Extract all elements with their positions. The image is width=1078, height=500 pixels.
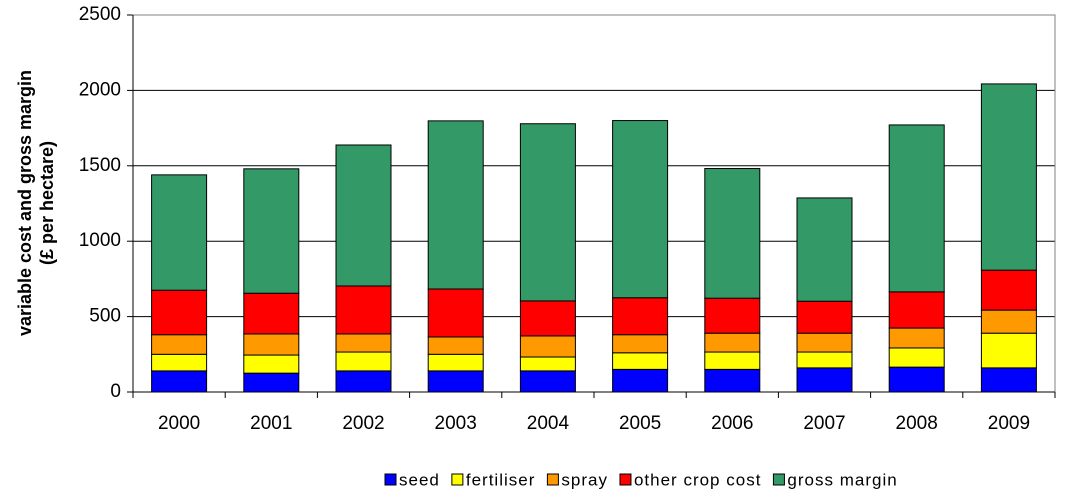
bar-segment	[427, 288, 484, 338]
bar-segment	[335, 351, 392, 372]
bar-segment	[243, 333, 300, 356]
bar-segment	[704, 332, 761, 353]
legend-marker	[772, 473, 785, 486]
bar-segment	[612, 352, 669, 370]
bar-segment	[888, 347, 945, 368]
bar-segment	[612, 334, 669, 354]
bar-segment	[427, 353, 484, 372]
x-tick-label: 2002	[342, 413, 384, 434]
bar-segment	[243, 168, 300, 294]
x-tick-label: 2000	[158, 413, 200, 434]
bar-segment	[980, 309, 1037, 334]
legend-label: gross margin	[787, 470, 897, 489]
bar-segment	[243, 292, 300, 335]
bar-segment	[980, 332, 1037, 369]
x-tick-label: 2007	[803, 413, 845, 434]
bar-segment	[519, 123, 576, 302]
bar-segment	[612, 297, 669, 336]
bar-segment	[980, 269, 1037, 311]
bar-segment	[796, 300, 853, 334]
y-axis-title: (£ per hectare)	[37, 141, 57, 265]
bar-segment	[704, 351, 761, 370]
legend-marker	[546, 473, 559, 486]
bar-segment	[151, 370, 208, 393]
bar-segment	[704, 368, 761, 393]
y-tick-label: 0	[110, 381, 121, 402]
legend-marker	[451, 473, 464, 486]
bar-segment	[888, 124, 945, 293]
legend-label: fertiliser	[466, 470, 536, 489]
x-tick-label: 2001	[250, 413, 292, 434]
bar-segment	[335, 333, 392, 353]
x-tick-label: 2008	[896, 413, 938, 434]
bar-segment	[519, 370, 576, 393]
x-tick-label: 2004	[527, 413, 570, 434]
bar-segment	[151, 353, 208, 372]
bar-segment	[335, 370, 392, 393]
bar-segment	[519, 300, 576, 337]
bar-segment	[704, 297, 761, 334]
bar-segment	[243, 372, 300, 393]
y-axis-title: variable cost and gross margin	[15, 70, 35, 336]
bar-segment	[704, 168, 761, 299]
y-tick-label: 2500	[79, 4, 121, 25]
legend-label: seed	[399, 470, 440, 489]
bar-segment	[888, 327, 945, 349]
bar-segment	[796, 367, 853, 393]
bar-segment	[151, 334, 208, 355]
bar-segment	[151, 174, 208, 291]
bar-segment	[612, 120, 669, 299]
bar-segment	[427, 120, 484, 290]
bar-segment	[335, 285, 392, 335]
y-tick-label: 2000	[79, 79, 121, 100]
bar-segment	[796, 351, 853, 369]
bar-segment	[151, 289, 208, 336]
x-tick-label: 2003	[435, 413, 477, 434]
bar-segment	[243, 354, 300, 374]
legend-marker	[619, 473, 632, 486]
bar-segment	[519, 335, 576, 358]
legend-label: spray	[561, 470, 608, 489]
x-tick-label: 2005	[619, 413, 661, 434]
bar-segment	[888, 366, 945, 393]
legend-label: other crop cost	[634, 470, 761, 489]
bar-segment	[888, 291, 945, 329]
legend-marker	[384, 473, 397, 486]
y-tick-label: 500	[89, 306, 121, 327]
y-tick-label: 1500	[79, 155, 121, 176]
bar-segment	[612, 368, 669, 393]
bar-segment	[796, 332, 853, 353]
bar-segment	[335, 144, 392, 287]
bar-segment	[980, 367, 1037, 393]
x-tick-label: 2009	[988, 413, 1030, 434]
bar-segment	[519, 356, 576, 372]
bar-segment	[980, 83, 1037, 271]
y-tick-label: 1000	[79, 230, 121, 251]
bar-segment	[796, 197, 853, 302]
bar-segment	[427, 336, 484, 355]
x-tick-label: 2006	[711, 413, 753, 434]
bar-segment	[427, 370, 484, 393]
